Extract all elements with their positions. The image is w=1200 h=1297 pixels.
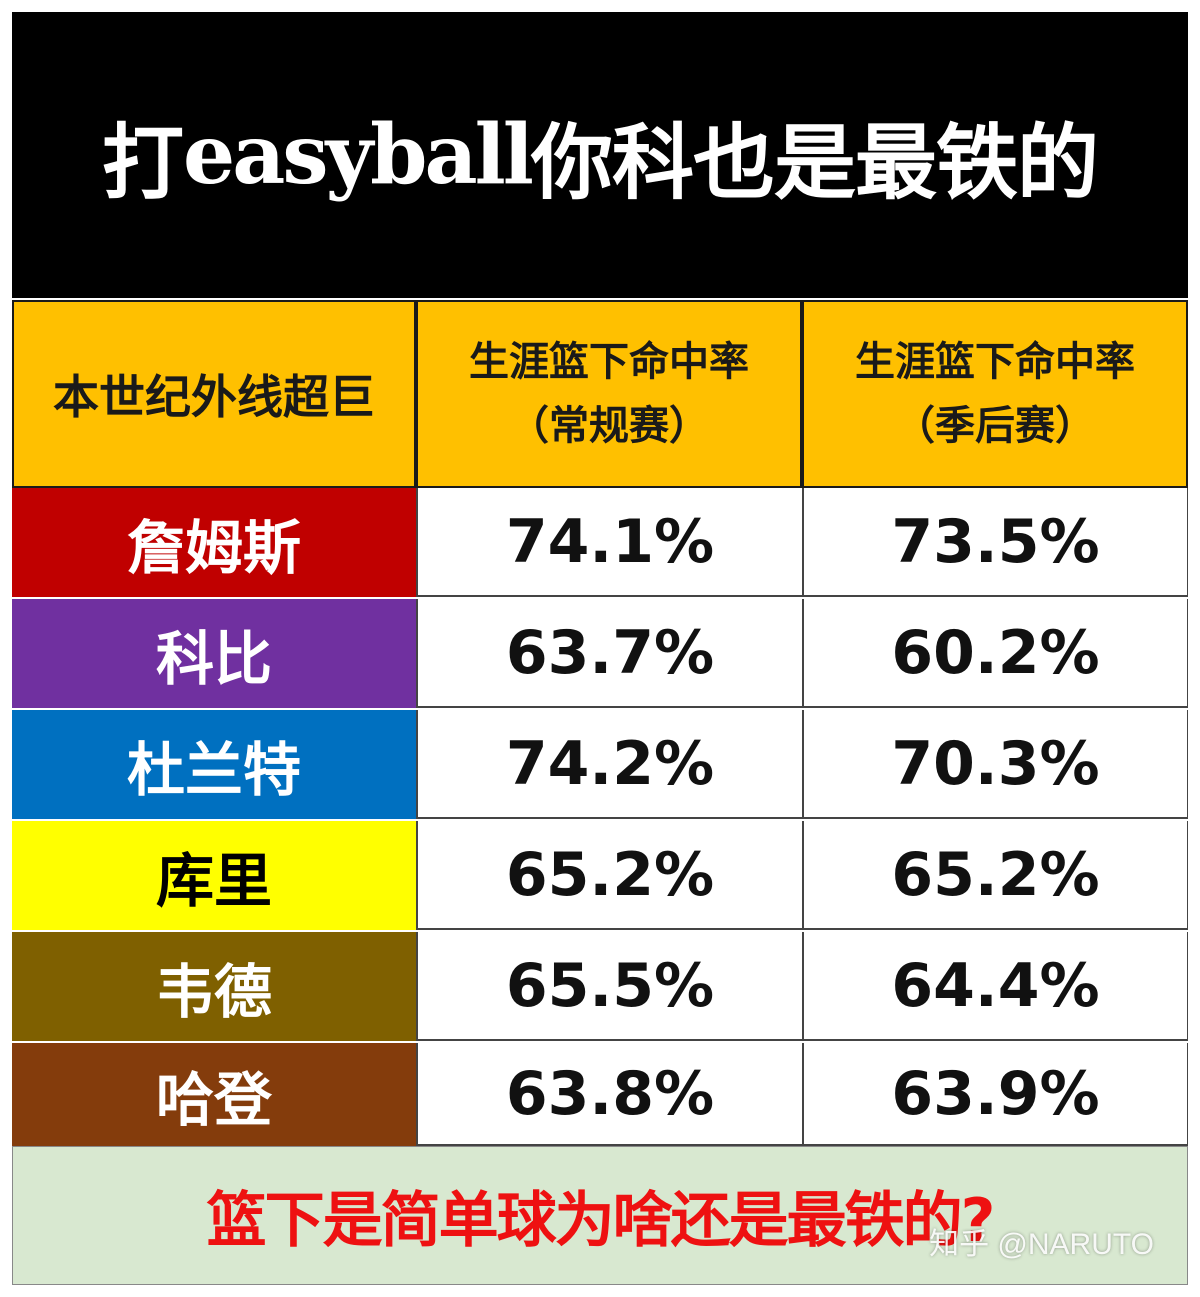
- regular-season-value: 74.2%: [416, 710, 802, 819]
- table-row: 杜兰特 74.2% 70.3%: [12, 710, 1188, 819]
- playoffs-value: 63.9%: [802, 1043, 1188, 1146]
- watermark: 知乎 @NARUTO: [929, 1228, 1154, 1261]
- regular-season-value: 65.5%: [416, 932, 802, 1041]
- regular-season-value: 63.7%: [416, 599, 802, 708]
- table-row: 科比 63.7% 60.2%: [12, 599, 1188, 708]
- table-row: 韦德 65.5% 64.4%: [12, 932, 1188, 1041]
- header-regular-season: 生涯篮下命中率 （常规赛）: [416, 300, 802, 488]
- playoffs-value: 73.5%: [802, 488, 1188, 597]
- stats-table: 打 easyball 你科也是最铁的 本世纪外线超巨 生涯篮下命中率 （常规赛） 生…: [12, 12, 1188, 1285]
- footer-question: 篮下是简单球为啥还是最铁的?: [12, 1146, 1188, 1285]
- header-playoffs-line2: （季后赛）: [895, 403, 1095, 449]
- table-row: 库里 65.2% 65.2%: [12, 821, 1188, 930]
- header-playoffs: 生涯篮下命中率 （季后赛）: [802, 300, 1188, 488]
- table-row: 哈登 63.8% 63.9%: [12, 1043, 1188, 1146]
- header-regular-line1: 生涯篮下命中率: [469, 339, 749, 385]
- player-name: 詹姆斯: [12, 488, 416, 597]
- table-row: 詹姆斯 74.1% 73.5%: [12, 488, 1188, 597]
- player-name: 哈登: [12, 1043, 416, 1146]
- header-playoffs-line1: 生涯篮下命中率: [855, 339, 1135, 385]
- player-name: 杜兰特: [12, 710, 416, 819]
- player-name: 科比: [12, 599, 416, 708]
- playoffs-value: 70.3%: [802, 710, 1188, 819]
- player-name: 韦德: [12, 932, 416, 1041]
- playoffs-value: 60.2%: [802, 599, 1188, 708]
- title-latin: easyball: [183, 107, 534, 203]
- playoffs-value: 65.2%: [802, 821, 1188, 930]
- title-prefix: 打: [102, 115, 184, 211]
- regular-season-value: 74.1%: [416, 488, 802, 597]
- header-regular-line2: （常规赛）: [509, 403, 709, 449]
- regular-season-value: 63.8%: [416, 1043, 802, 1146]
- player-name: 库里: [12, 821, 416, 930]
- header-players: 本世纪外线超巨: [12, 300, 416, 488]
- playoffs-value: 64.4%: [802, 932, 1188, 1041]
- title-banner: 打 easyball 你科也是最铁的: [12, 12, 1188, 298]
- regular-season-value: 65.2%: [416, 821, 802, 930]
- title-suffix: 你科也是最铁的: [530, 115, 1099, 211]
